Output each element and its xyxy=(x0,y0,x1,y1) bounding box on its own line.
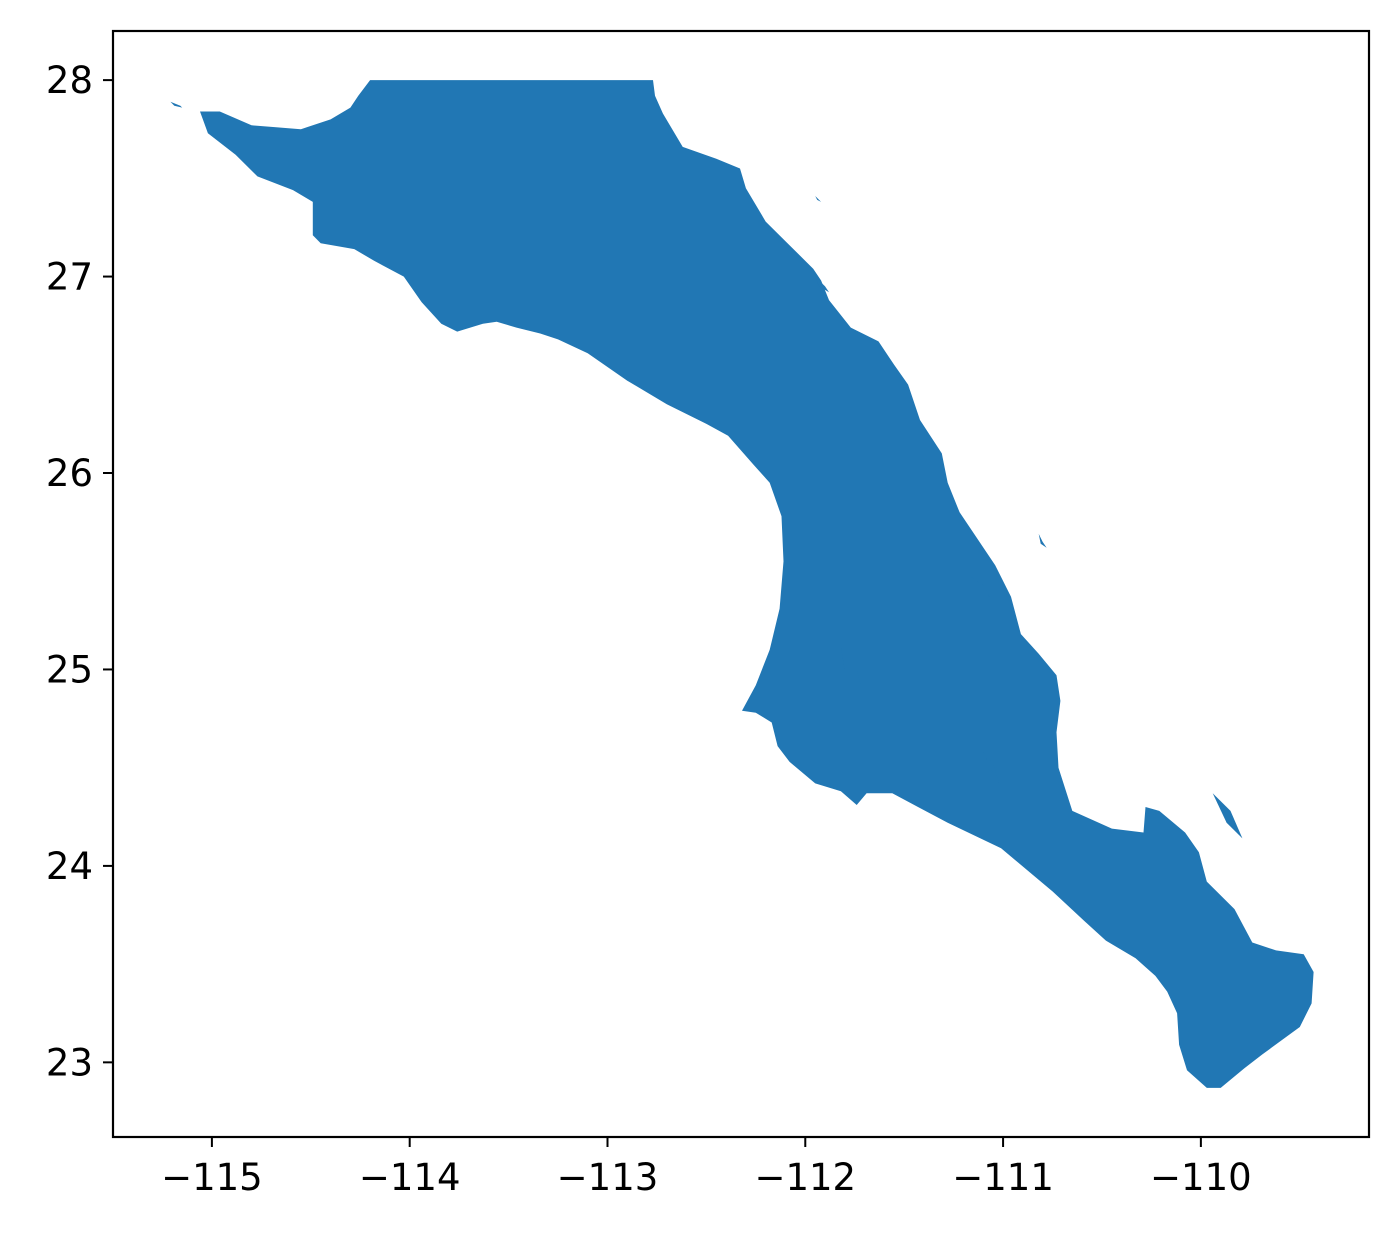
y-tick-label: 23 xyxy=(46,1041,93,1084)
island-1 xyxy=(840,647,861,686)
x-tick-label: −113 xyxy=(557,1156,659,1199)
y-tick-label: 26 xyxy=(46,452,93,495)
island-5 xyxy=(1038,533,1047,548)
y-axis: 23 24 25 26 27 28 xyxy=(46,59,113,1084)
island-7 xyxy=(170,101,183,108)
x-tick-label: −110 xyxy=(1150,1156,1252,1199)
baja-california-sur-region xyxy=(200,80,1314,1088)
island-2 xyxy=(983,752,1000,784)
y-tick-label: 24 xyxy=(46,845,93,888)
x-tick-label: −115 xyxy=(161,1156,263,1199)
island-4 xyxy=(971,577,990,597)
x-axis: −115 −114 −113 −112 −111 −110 xyxy=(161,1137,1252,1199)
y-tick-label: 27 xyxy=(46,256,93,299)
x-tick-label: −112 xyxy=(754,1156,856,1199)
island-6 xyxy=(815,276,829,293)
plot-frame xyxy=(111,29,1371,1139)
y-tick-label: 28 xyxy=(46,59,93,102)
x-tick-label: −111 xyxy=(952,1156,1054,1199)
region-layer xyxy=(170,80,1314,1088)
island-8 xyxy=(815,196,822,202)
x-tick-label: −114 xyxy=(359,1156,461,1199)
island-3 xyxy=(1212,793,1243,839)
y-tick-label: 25 xyxy=(46,648,93,691)
